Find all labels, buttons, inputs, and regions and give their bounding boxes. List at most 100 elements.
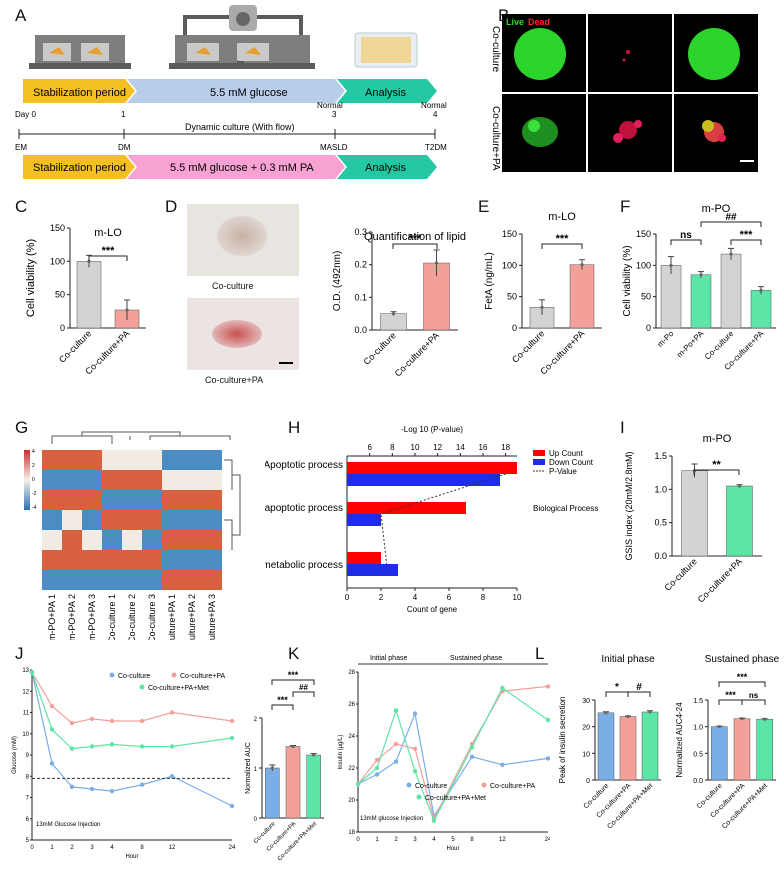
column-label: m-PO+PA 2 xyxy=(67,594,77,640)
bar-up xyxy=(347,552,381,564)
bar xyxy=(726,485,753,557)
data-point xyxy=(604,711,608,715)
bar xyxy=(76,261,102,329)
series-point xyxy=(49,761,55,766)
top-tick-label: 10 xyxy=(411,443,420,452)
chart-title: m-PO xyxy=(703,433,732,445)
series-point xyxy=(169,774,175,779)
y-axis-label: O.D. (492nm) xyxy=(332,251,343,312)
sig-bracket xyxy=(670,239,702,245)
bar xyxy=(306,754,321,819)
sig-label: *** xyxy=(409,233,423,245)
color-legend xyxy=(24,450,30,510)
y-tick-label: 100 xyxy=(636,260,651,270)
scale-bar xyxy=(740,160,754,162)
x-tick-label: Co-culture+PA xyxy=(696,556,744,604)
data-point xyxy=(626,714,630,719)
heatmap-cell xyxy=(142,570,162,590)
y-tick-label: 18 xyxy=(348,830,355,836)
heatmap-cell xyxy=(182,450,202,470)
series-point xyxy=(109,718,115,724)
series-point xyxy=(229,718,235,724)
phase-bottom-3-label: Analysis xyxy=(365,162,406,174)
state-em: EM xyxy=(15,143,27,152)
heatmap-cell xyxy=(82,470,102,490)
series-point xyxy=(412,711,418,716)
heatmap-cell xyxy=(62,490,82,510)
y-tick-label: 50 xyxy=(507,292,517,302)
legend-tick: -4 xyxy=(32,505,37,511)
sig-label: *** xyxy=(740,229,754,241)
heatmap-cell xyxy=(142,490,162,510)
series-point xyxy=(355,781,361,787)
bar xyxy=(660,265,682,329)
state-dm: DM xyxy=(118,143,131,152)
panel-label-d: D xyxy=(165,197,178,216)
top-tick-label: 8 xyxy=(390,443,395,452)
data-point xyxy=(740,717,744,721)
heatmap-cell xyxy=(122,450,142,470)
heatmap-cell xyxy=(202,530,222,550)
top-tick-label: 6 xyxy=(367,443,372,452)
series-point xyxy=(49,727,55,732)
data-point xyxy=(270,766,274,770)
y-tick-label: 24 xyxy=(348,734,355,740)
data-point xyxy=(699,273,703,277)
series-point xyxy=(469,745,475,750)
heatmap-cell xyxy=(82,490,102,510)
annotation: 13mM glucose Injection xyxy=(360,816,423,822)
series-point xyxy=(545,684,550,689)
sig-bracket xyxy=(627,691,651,697)
phase-label: Initial phase xyxy=(370,655,407,662)
phase-top-1 xyxy=(23,79,135,103)
heatmap-cell xyxy=(162,450,182,470)
bar xyxy=(711,726,728,781)
heatmap-cell xyxy=(162,510,182,530)
x-tick-label: 1 xyxy=(50,845,54,851)
heatmap-cell xyxy=(182,550,202,570)
bar-up xyxy=(347,502,466,514)
state-normal-1: Normal xyxy=(317,101,343,110)
heatmap-cell xyxy=(42,490,62,510)
sig-bracket xyxy=(88,255,128,261)
series-point xyxy=(69,746,75,751)
top-tick-label: 12 xyxy=(433,443,442,452)
sig-bracket xyxy=(541,243,583,249)
x-axis-label: Count of gene xyxy=(407,605,458,614)
y-axis-label: Normalized AUC4-24 xyxy=(675,702,684,778)
heatmap-cell xyxy=(142,530,162,550)
category-label: Positive regulation of apoptotic process xyxy=(265,503,343,514)
y-axis-label: FetA (ng/mL) xyxy=(484,252,495,310)
series-point xyxy=(229,735,235,741)
top-tick-label: 14 xyxy=(456,443,465,452)
series-point xyxy=(139,718,145,724)
y-tick-label: 0.5 xyxy=(654,518,667,528)
chart-c: 0 50 100 150 m-LO Cell viability (%) Co-cultur… xyxy=(25,223,146,377)
bar xyxy=(756,718,773,781)
top-tick-label: 16 xyxy=(479,443,488,452)
x-tick-label: 12 xyxy=(499,837,506,843)
heatmap-cell xyxy=(102,530,122,550)
sig-label: *** xyxy=(556,233,570,245)
sig-bracket xyxy=(392,243,438,249)
x-tick-label: 4 xyxy=(413,593,418,602)
heatmap-cell xyxy=(162,490,182,510)
y-tick-label: 150 xyxy=(502,229,517,239)
panel-label-a: A xyxy=(15,6,27,25)
x-tick-label: m-Po xyxy=(656,329,676,349)
y-tick-label: 1.5 xyxy=(693,698,703,705)
y-axis-label: Peak of insulin secretion xyxy=(558,697,567,784)
dendrogram-top xyxy=(51,431,231,444)
heatmap-cell xyxy=(182,470,202,490)
column-label: m-PO+PA 3 xyxy=(87,594,97,640)
heatmap-cell xyxy=(62,530,82,550)
microscopy-image-coculture-pa xyxy=(187,298,299,370)
x-tick-label: 2 xyxy=(379,593,384,602)
chart-l1: 0 10 20 30 Initial phase Peak of insulin secr… xyxy=(558,654,661,831)
chart-title: m-LO xyxy=(548,211,576,223)
phase-top-2-label: 5.5 mM glucose xyxy=(210,87,288,99)
x-tick-label: 5 xyxy=(451,837,455,843)
heatmap-cell xyxy=(122,550,142,570)
heatmap-cell xyxy=(182,490,202,510)
